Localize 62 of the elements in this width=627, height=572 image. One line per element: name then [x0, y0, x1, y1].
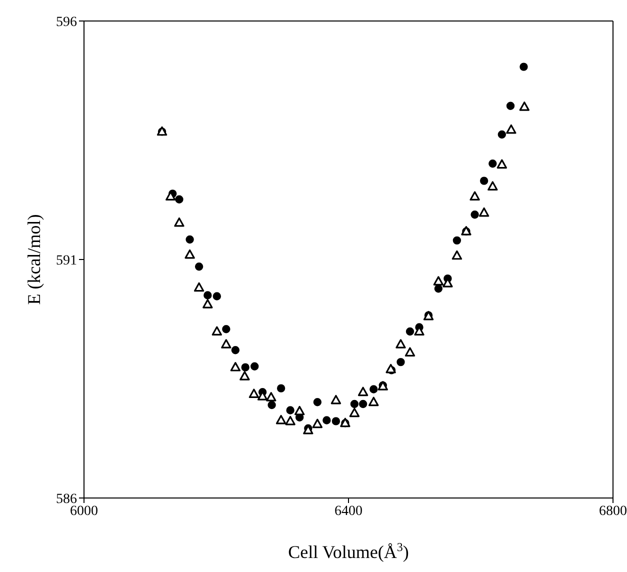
point: [248, 388, 260, 398]
point: [276, 414, 286, 424]
point: [386, 364, 396, 374]
point: [520, 62, 528, 71]
point: [286, 406, 294, 414]
point: [349, 408, 360, 418]
point: [212, 292, 222, 300]
point: [202, 299, 213, 308]
point: [406, 327, 414, 336]
point: [240, 371, 250, 380]
point: [506, 124, 516, 134]
point: [506, 102, 515, 110]
point: [294, 406, 305, 416]
point: [184, 249, 195, 259]
point: [470, 191, 480, 201]
point: [404, 347, 416, 357]
point: [204, 291, 212, 300]
point: [452, 236, 462, 245]
point: [478, 207, 490, 217]
point: [496, 159, 508, 169]
x-axis-title: Cell Volume(Å$^{3}$): [288, 540, 409, 562]
point: [396, 339, 406, 348]
point: [266, 392, 276, 402]
point: [488, 160, 497, 168]
point: [285, 416, 296, 426]
x-tick-label: 6800: [599, 504, 627, 519]
point: [312, 418, 323, 428]
point: [358, 386, 368, 396]
point: [332, 417, 340, 426]
point: [276, 384, 286, 392]
point: [212, 326, 222, 336]
point: [194, 282, 204, 292]
point: [222, 325, 230, 334]
point: [519, 102, 530, 111]
point: [241, 363, 250, 372]
point: [433, 276, 444, 286]
point: [230, 362, 241, 372]
y-tick-label: 591: [56, 253, 77, 268]
point: [358, 400, 368, 408]
point: [175, 195, 184, 204]
point: [480, 176, 488, 185]
point: [368, 396, 379, 406]
point: [370, 385, 378, 394]
point: [221, 339, 232, 348]
point: [174, 217, 184, 227]
point: [396, 358, 405, 366]
point: [186, 235, 194, 244]
point: [322, 416, 331, 424]
point: [194, 262, 204, 271]
point: [350, 400, 359, 408]
point: [250, 362, 259, 370]
point: [268, 400, 276, 410]
point: [488, 181, 498, 191]
point: [231, 346, 240, 354]
point: [313, 398, 322, 406]
x-tick-label: 6400: [334, 504, 362, 519]
point: [452, 250, 462, 260]
point: [470, 210, 479, 219]
point: [330, 394, 342, 404]
point: [498, 130, 506, 139]
y-tick-label: 596: [56, 14, 77, 30]
y-axis-title: E (kcal/mol): [24, 214, 44, 305]
